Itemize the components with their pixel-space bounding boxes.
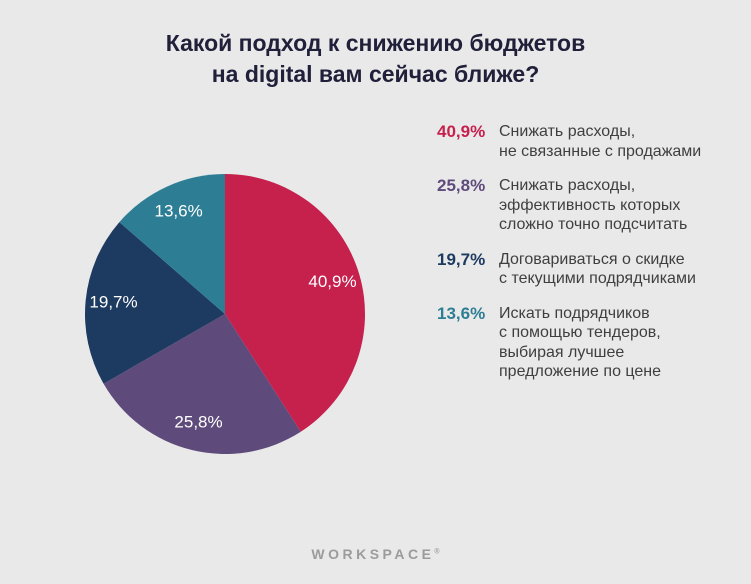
pie-slice-3	[119, 174, 225, 314]
pie-slice-0	[225, 174, 365, 432]
legend-label: Договариваться о скидке с текущими подря…	[499, 250, 696, 288]
page-title-line1: Какой подход к снижению бюджетов	[165, 30, 586, 56]
legend-item: 40,9% Снижать расходы, не связанные с пр…	[437, 122, 727, 161]
legend-label: Искать подрядчиков с помощью тендеров, в…	[499, 304, 662, 381]
pie-slice-1	[103, 314, 301, 455]
pie-chart: 40,9% 25,8% 19,7% 13,6%	[84, 174, 365, 455]
pie-slice-value-label: 40,9%	[308, 272, 356, 291]
workspace-logo: WORKSPACE®	[0, 546, 751, 562]
legend-percent: 13,6%	[437, 303, 486, 323]
pie-slice-2	[84, 222, 225, 384]
workspace-logo-text: WORKSPACE	[311, 546, 435, 562]
legend-percent: 25,8%	[437, 176, 486, 196]
pie-chart-container: 40,9% 25,8% 19,7% 13,6%	[75, 164, 375, 464]
legend-percent: 40,9%	[437, 122, 486, 141]
legend-item: 25,8% Снижать расходы, эффективность кот…	[437, 176, 727, 235]
legend-label: Снижать расходы, эффективность которых с…	[499, 177, 688, 234]
legend-label: Снижать расходы, не связанные с продажам…	[499, 123, 702, 160]
page-title-line2: на digital вам сейчас ближе?	[211, 61, 540, 88]
pie-slice-value-label: 19,7%	[89, 293, 137, 312]
legend: 40,9% Снижать расходы, не связанные с пр…	[437, 122, 727, 382]
page-title: Какой подход к снижению бюджетов на digi…	[0, 28, 751, 90]
legend-item: 19,7% Договариваться о скидке с текущими…	[437, 250, 727, 289]
pie-slice-value-label: 25,8%	[174, 412, 222, 431]
legend-percent: 19,7%	[437, 249, 486, 269]
pie-slice-value-label: 13,6%	[154, 202, 202, 221]
legend-item: 13,6% Искать подрядчиков с помощью тенде…	[437, 304, 727, 382]
trademark-icon: ®	[434, 548, 440, 556]
